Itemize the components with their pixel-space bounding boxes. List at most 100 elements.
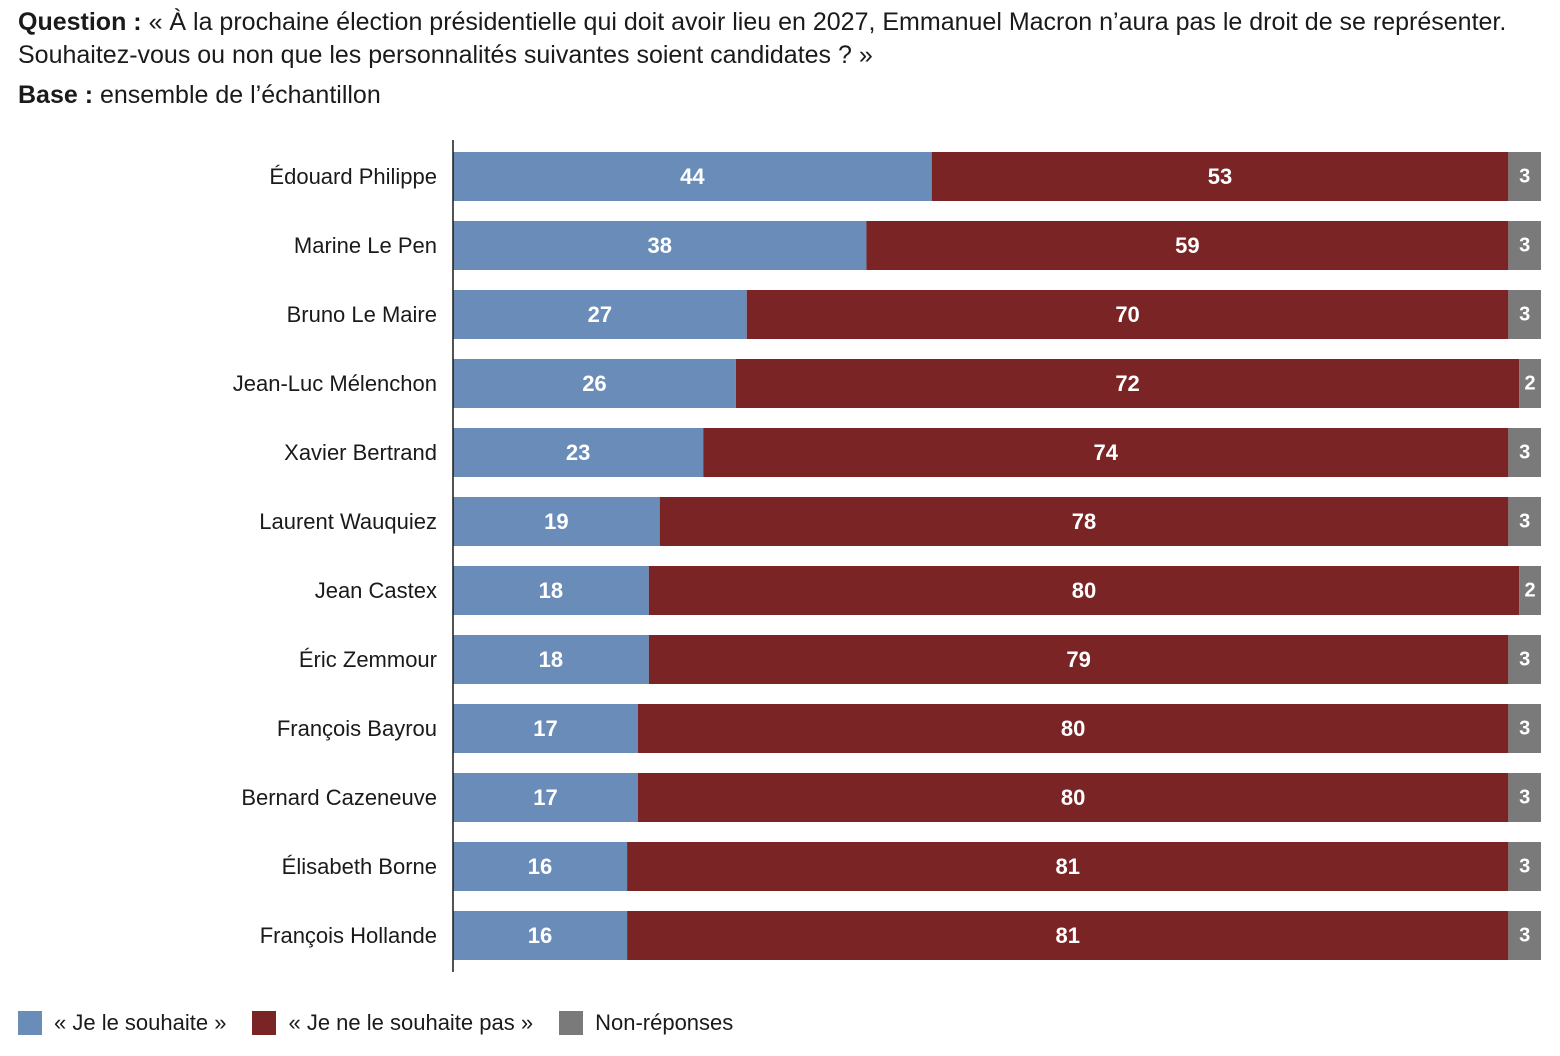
- data-label-no: 81: [1055, 923, 1079, 948]
- data-label-nr: 3: [1519, 856, 1530, 878]
- bar-segment-nr: [1508, 290, 1541, 339]
- data-label-no: 70: [1115, 302, 1139, 327]
- data-label-nr: 3: [1519, 649, 1530, 671]
- bar-segment-no: [931, 152, 1509, 201]
- legend-label-nr: Non-réponses: [595, 1010, 734, 1035]
- bar-segment-no: [648, 635, 1509, 684]
- data-label-yes: 17: [533, 785, 557, 810]
- data-label-yes: 17: [533, 716, 557, 741]
- data-label-yes: 27: [588, 302, 612, 327]
- bar-segment-no: [637, 704, 1509, 753]
- data-label-no: 80: [1061, 785, 1085, 810]
- data-label-no: 80: [1061, 716, 1085, 741]
- bar-segment-no: [746, 290, 1509, 339]
- category-label: François Bayrou: [277, 716, 437, 741]
- bar-segment-nr: [1519, 566, 1541, 615]
- bar-segment-nr: [1508, 773, 1541, 822]
- bar-segment-no: [637, 773, 1509, 822]
- base-text: ensemble de l’échantillon: [100, 81, 381, 109]
- category-label: François Hollande: [260, 923, 437, 948]
- bar-segment-yes: [453, 911, 628, 960]
- data-label-no: 74: [1094, 440, 1119, 465]
- data-label-no: 81: [1055, 854, 1079, 879]
- bar-segment-yes: [453, 842, 628, 891]
- bar-segment-no: [866, 221, 1509, 270]
- bar-segment-no: [627, 842, 1509, 891]
- base-label: Base :: [18, 81, 94, 109]
- question: Question : « À la prochaine élection pré…: [18, 6, 1548, 72]
- category-label: Laurent Wauquiez: [259, 509, 437, 534]
- legend-item-no: « Je ne le souhaite pas »: [252, 1010, 533, 1036]
- bar-segment-no: [627, 911, 1509, 960]
- legend-swatch-yes: [18, 1011, 42, 1035]
- data-label-yes: 23: [566, 440, 590, 465]
- data-label-yes: 19: [544, 509, 568, 534]
- bar-segment-yes: [453, 497, 660, 546]
- data-label-yes: 44: [680, 164, 705, 189]
- data-label-yes: 38: [647, 233, 671, 258]
- data-label-nr: 3: [1519, 304, 1530, 326]
- question-text: « À la prochaine élection présidentielle…: [18, 8, 1507, 69]
- bar-segment-nr: [1508, 428, 1541, 477]
- bar-segment-yes: [453, 428, 704, 477]
- category-label: Bruno Le Maire: [287, 302, 437, 327]
- data-label-nr: 3: [1519, 166, 1530, 188]
- data-label-nr: 3: [1519, 442, 1530, 464]
- data-label-no: 80: [1072, 578, 1096, 603]
- question-label: Question :: [18, 8, 142, 36]
- category-label: Éric Zemmour: [299, 647, 437, 672]
- bar-segment-nr: [1508, 152, 1541, 201]
- bar-segment-nr: [1508, 497, 1541, 546]
- data-label-yes: 16: [528, 923, 552, 948]
- bar-segment-yes: [453, 773, 638, 822]
- bar-segment-nr: [1508, 635, 1541, 684]
- bar-segment-no: [735, 359, 1520, 408]
- legend-item-yes: « Je le souhaite »: [18, 1010, 226, 1036]
- category-label: Édouard Philippe: [269, 164, 437, 189]
- data-label-nr: 3: [1519, 787, 1530, 809]
- data-label-no: 72: [1115, 371, 1139, 396]
- data-label-nr: 3: [1519, 718, 1530, 740]
- bar-segment-nr: [1508, 704, 1541, 753]
- category-label: Marine Le Pen: [294, 233, 437, 258]
- data-label-yes: 18: [539, 578, 563, 603]
- legend-swatch-no: [252, 1011, 277, 1035]
- data-label-yes: 16: [528, 854, 552, 879]
- data-label-nr: 3: [1519, 511, 1530, 533]
- bar-segment-no: [648, 566, 1520, 615]
- bar-segment-nr: [1508, 842, 1541, 891]
- bar-segment-yes: [453, 566, 649, 615]
- bar-segment-no: [703, 428, 1509, 477]
- data-label-no: 59: [1175, 233, 1199, 258]
- chart-header: Question : « À la prochaine élection pré…: [18, 6, 1548, 112]
- bar-segment-nr: [1508, 221, 1541, 270]
- data-label-nr: 2: [1525, 373, 1536, 395]
- category-label: Élisabeth Borne: [282, 854, 437, 879]
- base: Base : ensemble de l’échantillon: [18, 79, 1548, 112]
- legend-label-no: « Je ne le souhaite pas »: [288, 1010, 534, 1035]
- data-label-nr: 3: [1519, 235, 1530, 257]
- bar-segment-yes: [453, 704, 638, 753]
- legend-item-nr: Non-réponses: [559, 1010, 733, 1036]
- data-label-no: 79: [1066, 647, 1090, 672]
- category-label: Jean-Luc Mélenchon: [233, 371, 437, 396]
- legend-swatch-nr: [559, 1011, 584, 1035]
- bar-segment-yes: [453, 635, 649, 684]
- bar-segment-yes: [453, 221, 867, 270]
- category-label: Jean Castex: [315, 578, 437, 603]
- data-label-no: 53: [1208, 164, 1232, 189]
- bar-segment-no: [659, 497, 1509, 546]
- bar-segment-nr: [1508, 911, 1541, 960]
- bar-segment-yes: [453, 152, 932, 201]
- category-label: Bernard Cazeneuve: [241, 785, 437, 810]
- bar-segment-nr: [1519, 359, 1541, 408]
- data-label-nr: 3: [1519, 925, 1530, 947]
- category-label: Xavier Bertrand: [284, 440, 437, 465]
- bar-segment-yes: [453, 359, 736, 408]
- data-label-yes: 26: [582, 371, 606, 396]
- data-label-yes: 18: [539, 647, 563, 672]
- data-label-no: 78: [1072, 509, 1096, 534]
- legend-label-yes: « Je le souhaite »: [54, 1010, 227, 1035]
- legend: « Je le souhaite » « Je ne le souhaite p…: [18, 1010, 759, 1036]
